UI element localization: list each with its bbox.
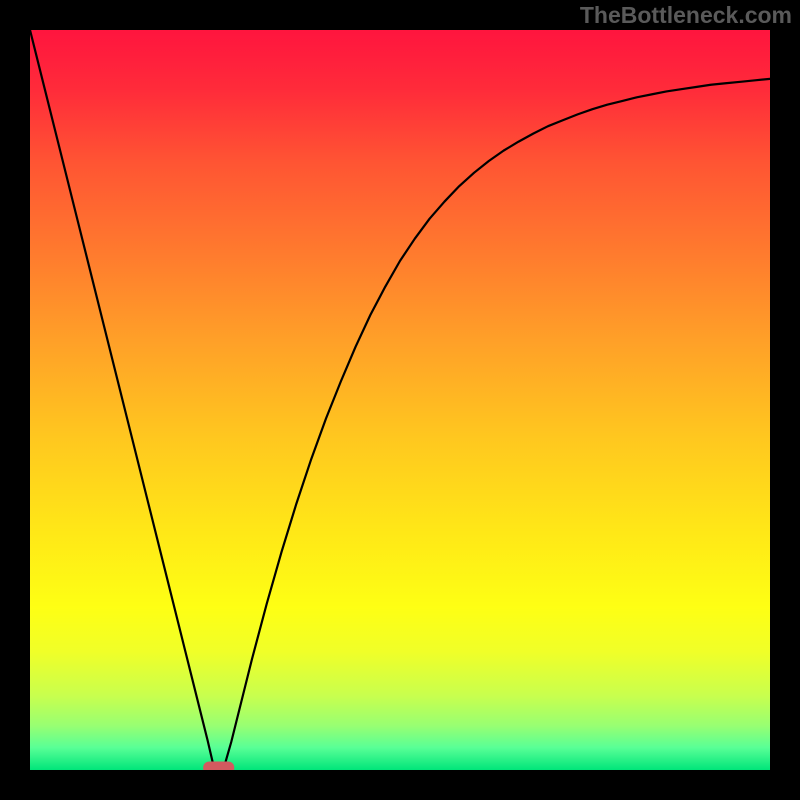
- chart-plot-area: [30, 30, 770, 770]
- bottleneck-curve-chart: [0, 0, 800, 800]
- chart-stage: TheBottleneck.com: [0, 0, 800, 800]
